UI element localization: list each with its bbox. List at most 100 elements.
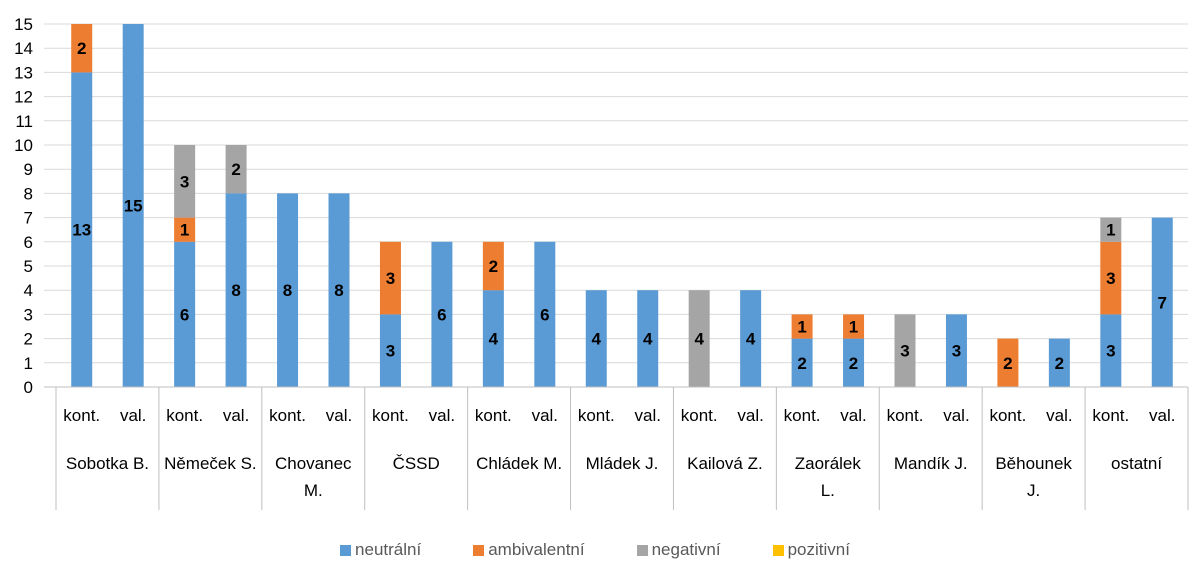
x-subcategory-label: val.: [840, 406, 866, 425]
data-label: 3: [386, 269, 395, 288]
bar-segment: [1151, 217, 1173, 387]
x-subcategory-label: kont.: [784, 406, 821, 425]
y-tick-label: 6: [24, 233, 33, 252]
x-subcategory-label: val.: [429, 406, 455, 425]
data-label: 3: [180, 172, 189, 191]
bar-segment: [328, 193, 350, 387]
data-label: 8: [283, 281, 292, 300]
x-subcategory-label: val.: [634, 406, 660, 425]
bar-segment: [174, 241, 196, 387]
y-tick-label: 10: [14, 136, 33, 155]
x-group-label: Sobotka B.: [66, 454, 149, 473]
data-label: 6: [180, 305, 189, 324]
y-tick-label: 14: [14, 39, 33, 58]
data-label: 8: [231, 281, 240, 300]
x-group-label: ostatní: [1111, 454, 1162, 473]
data-label: 2: [797, 354, 806, 373]
data-label: 1: [797, 318, 806, 337]
bar-segment: [1100, 241, 1122, 315]
x-group-label: Chovanec: [275, 454, 352, 473]
bar-segment: [688, 290, 710, 387]
x-group-label: Chládek M.: [476, 454, 562, 473]
y-tick-label: 13: [14, 63, 33, 82]
data-label: 4: [746, 330, 756, 349]
bar-segment: [997, 338, 1019, 387]
data-label: 3: [1106, 342, 1115, 361]
x-subcategory-label: kont.: [372, 406, 409, 425]
x-group-label: Běhounek: [995, 454, 1072, 473]
x-group-label: Mandík J.: [894, 454, 968, 473]
x-group-label: L.: [821, 481, 835, 500]
y-tick-label: 12: [14, 88, 33, 107]
x-subcategory-label: val.: [223, 406, 249, 425]
data-label: 3: [386, 342, 395, 361]
x-subcategory-label: kont.: [681, 406, 718, 425]
y-tick-label: 15: [14, 15, 33, 34]
x-subcategory-label: val.: [326, 406, 352, 425]
legend-label: ambivalentní: [488, 540, 585, 559]
data-label: 1: [180, 221, 189, 240]
bar-segment: [122, 24, 144, 387]
x-axis: kont. val. Sobotka B. kont. val. Němeček S. ko…: [44, 386, 1189, 510]
bar-segment: [174, 217, 196, 242]
y-tick-label: 9: [24, 160, 33, 179]
x-subcategory-label: kont.: [269, 406, 306, 425]
bar-segment: [791, 338, 813, 387]
x-group-label: J.: [1027, 481, 1040, 500]
data-label: 15: [124, 197, 143, 216]
bar-segment: [225, 145, 247, 194]
data-label: 2: [489, 257, 498, 276]
x-subcategory-label: kont.: [578, 406, 615, 425]
legend: neutrální ambivalentní negativní pozitivní: [0, 540, 1190, 560]
x-subcategory-label: val.: [1149, 406, 1175, 425]
data-label: 7: [1158, 293, 1167, 312]
bar-segment: [585, 290, 607, 387]
x-subcategory-label: kont.: [166, 406, 203, 425]
bar-segment: [894, 314, 916, 387]
y-tick-label: 0: [24, 378, 33, 397]
bar-segment: [740, 290, 762, 387]
legend-label: neutrální: [355, 540, 422, 559]
x-group-label: Kailová Z.: [687, 454, 763, 473]
x-subcategory-label: val.: [532, 406, 558, 425]
bar-segment: [945, 314, 967, 387]
data-label: 2: [231, 160, 240, 179]
data-label: 3: [900, 342, 909, 361]
bar-segment: [1048, 338, 1070, 387]
legend-swatch: [473, 544, 485, 556]
bar-segment: [71, 24, 93, 73]
data-label: 13: [72, 221, 91, 240]
bar-segment: [637, 290, 659, 387]
y-tick-label: 1: [24, 354, 33, 373]
y-tick-label: 7: [24, 209, 33, 228]
bar-segment: [843, 338, 865, 387]
x-group-label: Zaorálek: [795, 454, 862, 473]
x-subcategory-label: kont.: [63, 406, 100, 425]
x-subcategory-label: val.: [1046, 406, 1072, 425]
data-label: 4: [489, 330, 499, 349]
x-subcategory-label: kont.: [989, 406, 1026, 425]
data-label: 2: [1055, 354, 1064, 373]
x-group-label: M.: [304, 481, 323, 500]
bar-segment: [791, 314, 813, 339]
y-tick-label: 4: [24, 281, 33, 300]
bar-segment: [431, 241, 453, 387]
data-label: 1: [849, 318, 858, 337]
data-label: 3: [1106, 269, 1115, 288]
bar-segment: [843, 314, 865, 339]
data-label: 6: [540, 305, 549, 324]
data-label: 2: [77, 39, 86, 58]
y-tick-label: 11: [15, 112, 33, 131]
x-subcategory-label: kont.: [887, 406, 924, 425]
data-label: 2: [1003, 354, 1012, 373]
data-label: 8: [334, 281, 343, 300]
gridlines: [44, 23, 1188, 364]
data-label: 2: [849, 354, 858, 373]
x-group-label: Němeček S.: [164, 454, 257, 473]
data-label: 4: [643, 330, 653, 349]
x-group-label: Mládek J.: [586, 454, 659, 473]
y-tick-label: 8: [24, 184, 33, 203]
y-tick-label: 5: [24, 257, 33, 276]
bar-segment: [534, 241, 556, 387]
